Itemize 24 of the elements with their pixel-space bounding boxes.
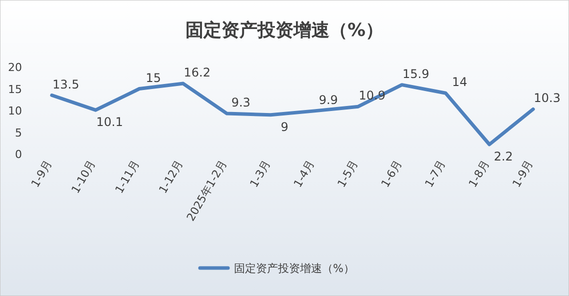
y-tick-label: 0 <box>15 148 22 161</box>
data-label: 10.3 <box>534 91 560 106</box>
y-tick-label: 10 <box>8 104 22 118</box>
y-tick-label: 15 <box>8 82 22 96</box>
data-label: 15.9 <box>402 66 430 81</box>
chart-title: 固定资产投资增速（%） <box>185 20 384 41</box>
data-label: 16.2 <box>184 66 210 80</box>
data-label: 14 <box>452 75 468 90</box>
x-tick-label: 1-7月 <box>422 158 448 190</box>
x-tick-label: 1-4月 <box>291 158 317 190</box>
x-tick-label: 1-8月 <box>466 158 492 190</box>
data-label: 9.9 <box>318 92 338 107</box>
y-tick-label: 5 <box>15 126 22 140</box>
x-tick-label: 1-6月 <box>378 158 404 190</box>
x-tick-label: 1-5月 <box>334 158 361 190</box>
x-tick-label: 1-9月 <box>28 158 54 190</box>
data-label: 9.3 <box>231 96 250 110</box>
data-label: 9 <box>280 120 288 134</box>
data-label: 10.1 <box>96 115 123 130</box>
data-label: 13.5 <box>52 77 80 92</box>
legend-label: 固定资产投资增速（%） <box>234 262 354 275</box>
y-tick-label: 20 <box>8 61 22 74</box>
data-label: 15 <box>146 70 162 85</box>
x-tick-label: 1-3月 <box>247 158 274 190</box>
